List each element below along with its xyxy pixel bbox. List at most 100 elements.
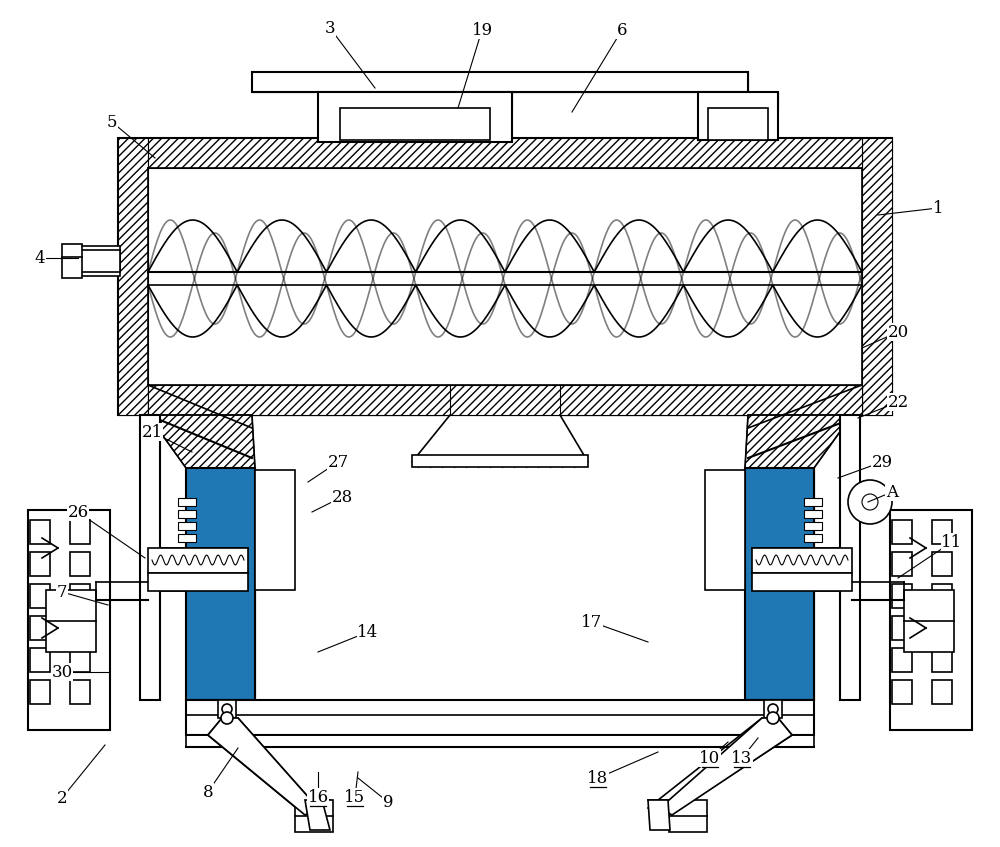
Text: A: A xyxy=(886,484,898,501)
Bar xyxy=(698,92,778,140)
Bar xyxy=(46,590,96,652)
Text: 15: 15 xyxy=(344,789,366,805)
Polygon shape xyxy=(305,800,330,830)
Bar xyxy=(178,534,196,542)
Bar xyxy=(932,616,952,640)
Bar xyxy=(30,552,50,576)
Bar xyxy=(186,468,255,700)
Text: 3: 3 xyxy=(325,19,335,36)
Bar xyxy=(178,510,196,518)
Bar xyxy=(255,470,295,590)
Bar xyxy=(892,584,912,608)
Bar xyxy=(178,498,196,506)
Bar xyxy=(252,72,748,92)
Bar xyxy=(932,680,952,704)
Polygon shape xyxy=(560,385,862,415)
Bar xyxy=(186,735,814,747)
Polygon shape xyxy=(148,415,255,468)
Circle shape xyxy=(768,704,778,714)
Bar xyxy=(30,616,50,640)
Bar xyxy=(28,510,110,730)
Bar xyxy=(70,680,90,704)
Bar xyxy=(118,138,148,415)
Bar xyxy=(62,244,82,278)
Bar xyxy=(218,700,236,718)
Bar xyxy=(148,548,248,573)
Bar xyxy=(892,648,912,672)
Bar xyxy=(148,138,862,168)
Polygon shape xyxy=(745,468,814,700)
Text: 20: 20 xyxy=(887,324,909,340)
Bar xyxy=(932,520,952,544)
Text: 6: 6 xyxy=(617,21,627,38)
Bar xyxy=(78,246,120,276)
Text: 16: 16 xyxy=(307,789,329,805)
Text: 2: 2 xyxy=(57,789,67,806)
Bar xyxy=(752,548,852,573)
Circle shape xyxy=(222,704,232,714)
Bar xyxy=(68,250,120,272)
Text: 14: 14 xyxy=(357,623,379,640)
Circle shape xyxy=(767,712,779,724)
Bar xyxy=(295,800,333,832)
Bar xyxy=(804,522,822,530)
Bar xyxy=(932,648,952,672)
Bar xyxy=(70,520,90,544)
Text: 30: 30 xyxy=(51,663,73,680)
Bar xyxy=(932,584,952,608)
Bar xyxy=(148,573,248,591)
Bar xyxy=(698,92,778,108)
Text: 17: 17 xyxy=(581,613,603,630)
Polygon shape xyxy=(745,415,852,468)
Bar xyxy=(892,616,912,640)
Bar xyxy=(70,648,90,672)
Bar xyxy=(412,455,588,467)
Bar xyxy=(708,108,768,140)
Text: 28: 28 xyxy=(331,489,353,506)
Bar xyxy=(904,590,954,652)
Bar xyxy=(30,584,50,608)
Bar xyxy=(118,138,892,415)
Bar xyxy=(148,385,862,415)
Text: 13: 13 xyxy=(731,750,753,767)
Bar xyxy=(178,522,196,530)
Text: 7: 7 xyxy=(57,584,67,601)
Text: 29: 29 xyxy=(871,453,893,470)
Bar xyxy=(745,468,814,700)
Text: 19: 19 xyxy=(471,21,493,38)
Polygon shape xyxy=(148,385,450,415)
Bar xyxy=(804,534,822,542)
Text: 22: 22 xyxy=(887,394,909,411)
Text: 11: 11 xyxy=(941,534,963,551)
Polygon shape xyxy=(660,718,792,815)
Bar xyxy=(892,552,912,576)
Text: 8: 8 xyxy=(203,783,213,800)
Bar xyxy=(30,648,50,672)
Text: 27: 27 xyxy=(327,453,349,470)
Bar xyxy=(186,700,814,735)
Bar xyxy=(30,680,50,704)
Text: 1: 1 xyxy=(933,200,943,217)
Bar xyxy=(70,552,90,576)
Text: 21: 21 xyxy=(141,424,163,440)
Polygon shape xyxy=(648,800,670,830)
Circle shape xyxy=(848,480,892,524)
Bar xyxy=(669,800,707,832)
Text: 5: 5 xyxy=(107,113,117,130)
Bar xyxy=(252,72,748,92)
Circle shape xyxy=(221,712,233,724)
Bar xyxy=(892,520,912,544)
Bar xyxy=(140,415,160,700)
Bar xyxy=(932,552,952,576)
Bar xyxy=(892,680,912,704)
Polygon shape xyxy=(208,718,318,815)
Bar xyxy=(318,92,512,142)
Text: 4: 4 xyxy=(35,250,45,267)
Bar xyxy=(890,510,972,730)
Bar xyxy=(340,108,490,140)
Bar xyxy=(318,92,512,108)
Bar xyxy=(70,584,90,608)
Bar xyxy=(804,510,822,518)
Bar xyxy=(705,470,745,590)
Polygon shape xyxy=(186,468,255,700)
